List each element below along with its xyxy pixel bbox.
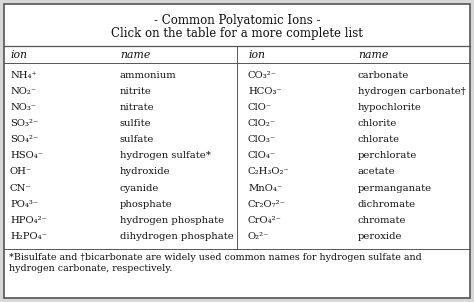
Text: Click on the table for a more complete list: Click on the table for a more complete l… bbox=[111, 27, 363, 40]
Text: carbonate: carbonate bbox=[358, 71, 410, 80]
Text: C₂H₃O₂⁻: C₂H₃O₂⁻ bbox=[248, 167, 290, 176]
Text: chromate: chromate bbox=[358, 216, 407, 225]
Text: ClO₂⁻: ClO₂⁻ bbox=[248, 119, 276, 128]
Text: ClO₄⁻: ClO₄⁻ bbox=[248, 151, 276, 160]
Text: HCO₃⁻: HCO₃⁻ bbox=[248, 87, 282, 96]
Text: ion: ion bbox=[248, 50, 265, 60]
Text: NH₄⁺: NH₄⁺ bbox=[10, 71, 37, 80]
Text: ion: ion bbox=[10, 50, 27, 60]
Text: ClO₃⁻: ClO₃⁻ bbox=[248, 135, 276, 144]
Text: H₂PO₄⁻: H₂PO₄⁻ bbox=[10, 232, 47, 241]
Text: Cr₂O₇²⁻: Cr₂O₇²⁻ bbox=[248, 200, 286, 209]
Text: phosphate: phosphate bbox=[120, 200, 173, 209]
Text: sulfate: sulfate bbox=[120, 135, 155, 144]
Text: hydrogen phosphate: hydrogen phosphate bbox=[120, 216, 224, 225]
Text: O₂²⁻: O₂²⁻ bbox=[248, 232, 269, 241]
Text: perchlorate: perchlorate bbox=[358, 151, 418, 160]
Text: hydrogen sulfate*: hydrogen sulfate* bbox=[120, 151, 211, 160]
Text: hydrogen carbonate, respectively.: hydrogen carbonate, respectively. bbox=[9, 264, 173, 273]
Text: cyanide: cyanide bbox=[120, 184, 159, 193]
Text: chlorite: chlorite bbox=[358, 119, 397, 128]
Text: ClO⁻: ClO⁻ bbox=[248, 103, 272, 112]
Text: MnO₄⁻: MnO₄⁻ bbox=[248, 184, 282, 193]
Text: peroxide: peroxide bbox=[358, 232, 402, 241]
Text: dichromate: dichromate bbox=[358, 200, 416, 209]
Text: OH⁻: OH⁻ bbox=[10, 167, 32, 176]
Text: NO₃⁻: NO₃⁻ bbox=[10, 103, 36, 112]
Text: sulfite: sulfite bbox=[120, 119, 152, 128]
Text: CrO₄²⁻: CrO₄²⁻ bbox=[248, 216, 282, 225]
Text: acetate: acetate bbox=[358, 167, 396, 176]
Text: permanganate: permanganate bbox=[358, 184, 432, 193]
Text: HPO₄²⁻: HPO₄²⁻ bbox=[10, 216, 47, 225]
Text: name: name bbox=[120, 50, 150, 60]
Text: chlorate: chlorate bbox=[358, 135, 400, 144]
Text: NO₂⁻: NO₂⁻ bbox=[10, 87, 36, 96]
Text: hydrogen carbonate†: hydrogen carbonate† bbox=[358, 87, 466, 96]
Text: SO₃²⁻: SO₃²⁻ bbox=[10, 119, 38, 128]
Text: hydroxide: hydroxide bbox=[120, 167, 171, 176]
Text: hypochlorite: hypochlorite bbox=[358, 103, 422, 112]
Text: nitrite: nitrite bbox=[120, 87, 152, 96]
Text: HSO₄⁻: HSO₄⁻ bbox=[10, 151, 43, 160]
Text: - Common Polyatomic Ions -: - Common Polyatomic Ions - bbox=[154, 14, 320, 27]
Text: name: name bbox=[358, 50, 388, 60]
Text: *Bisulfate and †bicarbonate are widely used common names for hydrogen sulfate an: *Bisulfate and †bicarbonate are widely u… bbox=[9, 253, 422, 262]
Text: dihydrogen phosphate: dihydrogen phosphate bbox=[120, 232, 234, 241]
Text: CO₃²⁻: CO₃²⁻ bbox=[248, 71, 277, 80]
Text: PO₄³⁻: PO₄³⁻ bbox=[10, 200, 38, 209]
Text: SO₄²⁻: SO₄²⁻ bbox=[10, 135, 38, 144]
Text: CN⁻: CN⁻ bbox=[10, 184, 32, 193]
Text: nitrate: nitrate bbox=[120, 103, 155, 112]
Text: ammonium: ammonium bbox=[120, 71, 177, 80]
